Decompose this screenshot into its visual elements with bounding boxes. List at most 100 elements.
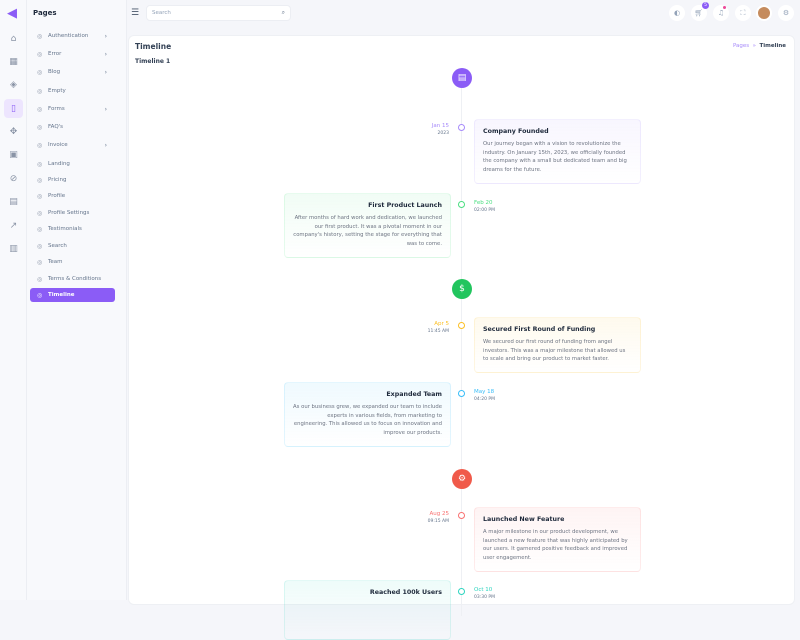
sidebar-item-label: Search [48,243,67,249]
timeline-icon: ◎ [37,291,43,299]
sidebar-item-invoice[interactable]: ◎ Invoice › [30,138,115,152]
fullscreen-icon[interactable]: ⛶ [735,5,751,21]
sidebar-item-profile-settings[interactable]: ◎ Profile Settings [30,206,115,220]
event-title: Reached 100k Users [369,589,442,596]
sidebar-item-error[interactable]: ◎ Error › [30,47,115,61]
timeline-dot [458,322,465,329]
breadcrumb-pages[interactable]: Pages [732,43,750,49]
info-icon: ◎ [37,50,43,58]
breadcrumb: Pages » Timeline [732,43,786,49]
sidebar: Pages ◎ Authentication › ◎ Error › ◎ Blog › ◎ Empt… [27,0,127,600]
card-icon[interactable]: ▤ [9,196,18,207]
event-time: 09:15 AM [427,519,449,524]
search-icon: ◎ [37,242,43,250]
event-text: As our business grew, we expanded our te… [293,404,442,437]
event-card: Company Founded Our journey began with a … [474,119,641,184]
empty-icon: ◎ [37,87,43,95]
event-date: Aug 25 [429,511,450,517]
invoice-icon: ◎ [37,141,43,149]
chat-icon: ◎ [37,225,43,233]
sidebar-item-label: Profile Settings [48,210,90,216]
chart-icon[interactable]: ↗ [9,220,18,231]
sidebar-item-terms-conditions[interactable]: ◎ Terms & Conditions [30,272,115,286]
sidebar-item-label: Team [48,259,63,265]
compass-icon[interactable]: ⊘ [9,173,18,184]
event-date: Oct 10 [474,587,493,593]
event-card: Reached 100k Users [284,580,451,640]
team-icon: ◎ [37,258,43,266]
gift-icon[interactable]: ▣ [9,149,18,160]
sidebar-item-label: Invoice [48,142,68,148]
file-icon: ◎ [37,105,43,113]
event-title: Secured First Round of Funding [483,326,596,333]
chevron-right-icon: › [104,105,107,113]
cart-icon[interactable]: 🛒︎ 5 [691,2,709,21]
event-time: 11:45 AM [427,329,449,334]
bell-icon[interactable]: ♫︎ [713,5,729,21]
timeline-dot [458,512,465,519]
sidebar-item-pricing[interactable]: ◎ Pricing [30,173,115,187]
sidebar-item-empty[interactable]: ◎ Empty [30,84,115,98]
timeline-dot [458,588,465,595]
building-icon: ▤ [452,68,472,88]
search-placeholder: Search [152,10,171,16]
menu-toggle-icon[interactable]: ☰ [131,8,140,18]
sidebar-item-forms[interactable]: ◎ Forms › [30,102,115,116]
chevron-right-icon: › [104,141,107,149]
timeline-dot [458,124,465,131]
content-card: Timeline Timeline 1 Pages » Timeline ▤ $… [128,35,795,640]
sidebar-item-team[interactable]: ◎ Team [30,255,115,269]
sidebar-item-timeline[interactable]: ◎ Timeline [30,288,115,302]
event-title: Expanded Team [386,391,442,398]
timeline-dot [458,201,465,208]
event-time: 04:20 PM [474,397,495,402]
layers-icon[interactable]: ◈ [10,79,17,90]
sidebar-item-profile[interactable]: ◎ Profile [30,189,115,203]
table-icon[interactable]: ▥ [9,243,18,254]
event-time: 2023 [437,131,449,136]
sidebar-item-faq-s[interactable]: ◎ FAQ's [30,120,115,134]
sidebar-item-label: FAQ's [48,124,64,130]
icon-rail: ◀ ⌂ ▦ ◈ ▯ ✥ ▣ ⊘ ▤ ↗ ▥ [0,0,27,600]
notification-dot [723,6,726,9]
browser-icon: ◎ [37,68,43,76]
search-input[interactable]: Search ⌕ [146,5,291,21]
apps-icon[interactable]: ▦ [9,56,18,67]
event-date: Feb 20 [474,200,493,206]
sidebar-item-label: Authentication [48,33,89,39]
sidebar-item-landing[interactable]: ◎ Landing [30,157,115,171]
search-icon[interactable]: ⌕ [281,9,285,16]
gear-icon[interactable]: ⚙ [778,5,794,21]
event-text: A major milestone in our product develop… [483,529,628,562]
theme-icon[interactable]: ◐ [669,5,685,21]
sidebar-item-search[interactable]: ◎ Search [30,239,115,253]
dollar-icon: $ [452,279,472,299]
event-time: 03:30 PM [474,595,495,600]
rocket-icon: ◎ [37,160,43,168]
event-card: Secured First Round of Funding We secured… [474,317,641,374]
event-text: Our journey began with a vision to revol… [483,141,627,174]
timeline-dot [458,390,465,397]
timeline-line [461,76,462,616]
section-title: Timeline 1 [135,58,171,65]
page-title: Timeline [135,42,172,51]
sidebar-item-blog[interactable]: ◎ Blog › [30,65,115,79]
sidebar-item-label: Testimonials [48,226,82,232]
event-card: Expanded Team As our business grew, we ex… [284,382,451,447]
sidebar-item-label: Terms & Conditions [48,276,102,282]
sidebar-item-authentication[interactable]: ◎ Authentication › [30,29,115,43]
event-date: May 18 [474,389,495,395]
avatar[interactable] [756,5,772,21]
pages-icon[interactable]: ▯ [4,99,23,118]
home-icon[interactable]: ⌂ [10,33,17,44]
event-date: Jan 15 [431,123,449,129]
components-icon[interactable]: ✥ [9,126,18,137]
sidebar-title: Pages [33,9,57,17]
breadcrumb-current: Timeline [759,43,786,49]
chevron-right-icon: › [104,50,107,58]
user-gear-icon: ◎ [37,209,43,217]
sidebar-item-label: Profile [48,193,66,199]
sidebar-item-testimonials[interactable]: ◎ Testimonials [30,222,115,236]
chevron-right-icon: › [104,68,107,76]
logo-icon[interactable]: ◀ [7,6,17,21]
